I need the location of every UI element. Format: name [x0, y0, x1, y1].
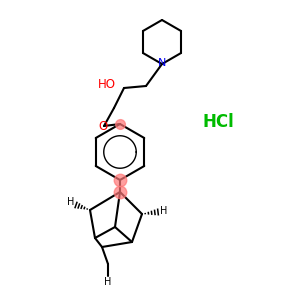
Text: HO: HO	[98, 79, 116, 92]
Text: H: H	[67, 197, 75, 207]
Text: O: O	[98, 121, 108, 134]
Text: H: H	[160, 206, 168, 216]
Text: HCl: HCl	[202, 113, 234, 131]
Text: N: N	[158, 58, 166, 68]
Text: H: H	[104, 277, 112, 287]
